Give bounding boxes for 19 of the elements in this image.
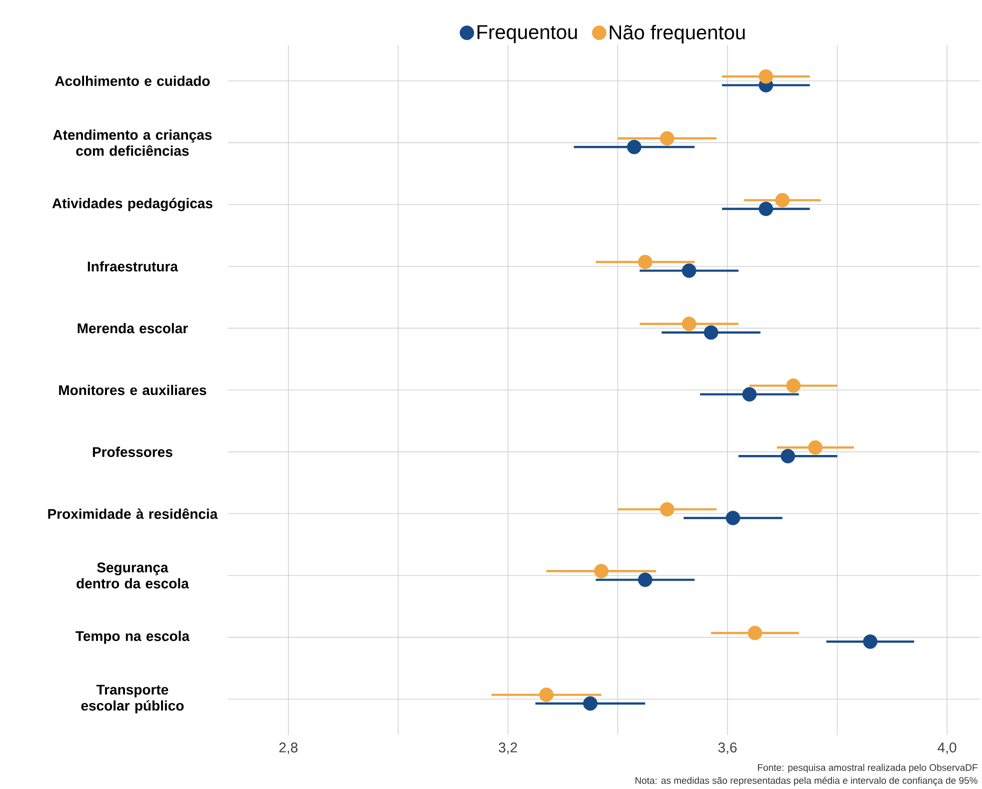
x-tick-label: 3,6 — [718, 742, 737, 754]
y-tick-label: Acolhimento e cuidado — [55, 76, 210, 86]
legend-label: Não frequentou — [610, 24, 745, 44]
y-tick-label: Atividades pedagógicas — [52, 198, 212, 212]
y-tick-label: Segurança dentro da escola — [76, 562, 189, 588]
y-tick-label: Merenda escolar — [78, 323, 188, 334]
y-tick-label: Professores — [92, 446, 172, 457]
x-tick-label: 2,8 — [279, 742, 298, 754]
y-tick-label: Tempo na escola — [76, 630, 190, 644]
y-tick-label: Monitores e auxiliares — [59, 384, 206, 396]
y-tick-label: Transporte escolar público — [81, 684, 184, 714]
text: Nota: as medidas são representadas pela média e intervalo de confiança de 95% — [636, 776, 978, 786]
source-note: Fonte: pesquisa amostral realizada pelo ObservaDF — [758, 764, 978, 773]
y-tick-label: Proximidade à residência — [48, 508, 218, 519]
y-tick-label: Infraestrutura — [88, 261, 178, 272]
x-tick-label: 3,2 — [498, 742, 517, 754]
y-tick-label: Atendimento a crianças com deficiências — [53, 130, 212, 156]
x-tick-label: 4,0 — [938, 742, 956, 754]
legend-label: Frequentou — [478, 25, 577, 44]
